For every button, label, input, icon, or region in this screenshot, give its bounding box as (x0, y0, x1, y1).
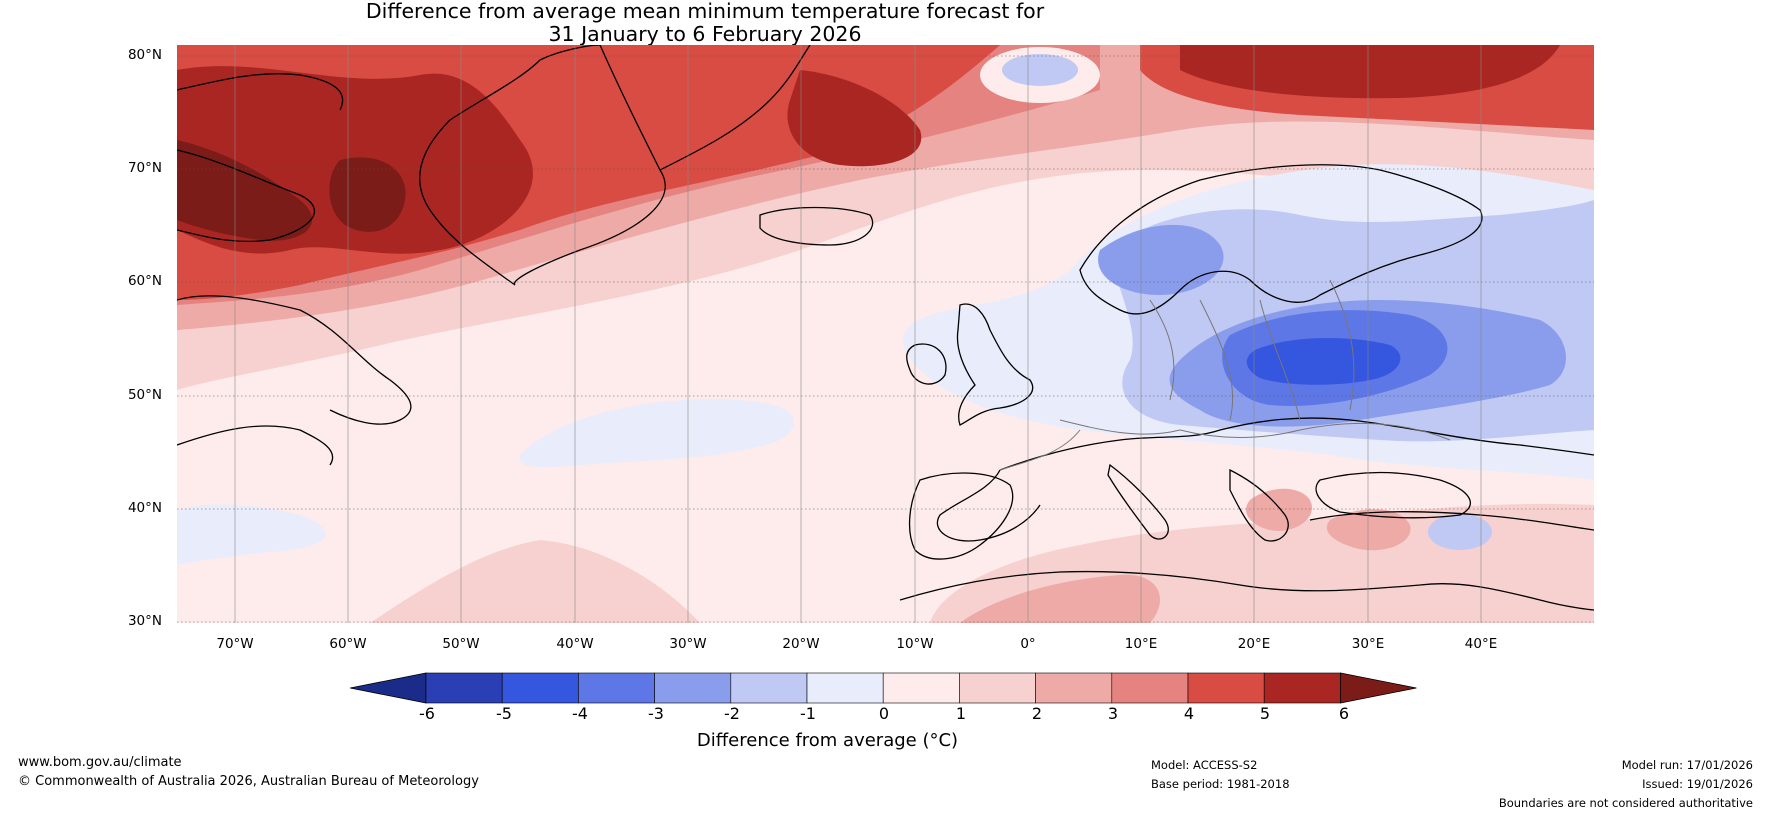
colorbar-segment (425, 672, 503, 704)
colorbar-extend-low (350, 672, 427, 704)
colorbar-tick-4: 4 (1183, 704, 1195, 723)
colorbar-extend-high (1340, 672, 1417, 704)
forecast-map (177, 45, 1594, 623)
coastlines (177, 45, 1594, 611)
lon-label-30w: 30°W (669, 636, 707, 652)
colorbar-tick-m3: -3 (648, 704, 664, 723)
lon-label-10w: 10°W (896, 636, 934, 652)
colorbar-label-wrap: Difference from average (°C) (0, 730, 1770, 751)
colorbar-segment (1263, 672, 1341, 704)
colorbar-tick-6: 6 (1338, 704, 1350, 723)
title-line-1: Difference from average mean minimum tem… (365, 0, 1045, 23)
lat-label-50n: 50°N (127, 387, 162, 403)
anomaly-cool-europe-core (1246, 338, 1401, 385)
anomaly-warm-core-2 (329, 157, 406, 232)
colorbar (350, 672, 1417, 704)
title-line-2: 31 January to 6 February 2026 (548, 22, 862, 46)
lon-label-20w: 20°W (782, 636, 820, 652)
lon-label-60w: 60°W (329, 636, 367, 652)
meridians (234, 45, 1482, 623)
anomaly-warm-core-1 (177, 140, 313, 241)
footer-model: Model: ACCESS-S2 (1151, 758, 1258, 772)
footer-website: www.bom.gov.au/climate (18, 755, 182, 770)
colorbar-segment (1187, 672, 1265, 704)
colorbar-tick-3: 3 (1107, 704, 1119, 723)
lon-label-40e: 40°E (1464, 636, 1498, 652)
footer-model-run: Model run: 17/01/2026 (1621, 758, 1753, 772)
lon-label-20e: 20°E (1237, 636, 1271, 652)
lon-label-0: 0° (1020, 636, 1036, 652)
colorbar-tick-1: 1 (955, 704, 967, 723)
colorbar-tick-m2: -2 (724, 704, 740, 723)
map-svg (177, 45, 1594, 623)
anomaly-warm-balkans (1246, 488, 1312, 531)
lon-label-50w: 50°W (442, 636, 480, 652)
anomaly-warm-barents-core (1180, 45, 1560, 99)
footer-copyright: © Commonwealth of Australia 2026, Austra… (18, 774, 479, 789)
lat-label-30n: 30°N (127, 613, 162, 629)
colorbar-segment (654, 672, 732, 704)
colorbar-tick-5: 5 (1259, 704, 1271, 723)
anomaly-warm-south-atlantic (370, 540, 700, 623)
anomaly-cool-westatlantic (177, 504, 326, 565)
anomaly-cool-eastmed (1428, 514, 1492, 550)
lon-label-10e: 10°E (1124, 636, 1158, 652)
footer-base-period: Base period: 1981-2018 (1151, 777, 1290, 791)
lon-label-30e: 30°E (1351, 636, 1385, 652)
colorbar-segment (1111, 672, 1189, 704)
lon-label-40w: 40°W (556, 636, 594, 652)
lat-label-70n: 70°N (127, 160, 162, 176)
colorbar-segment (730, 672, 808, 704)
colorbar-label: Difference from average (°C) (696, 730, 959, 751)
lat-label-40n: 40°N (127, 500, 162, 516)
anomaly-warm-turkey (1326, 509, 1411, 551)
anomaly-cool-atlantic (519, 399, 795, 468)
anomaly-cool-svalbard-core (1002, 54, 1078, 86)
country-borders (999, 279, 1451, 471)
colorbar-tick-m6: -6 (419, 704, 435, 723)
colorbar-segment (501, 672, 579, 704)
chart-title: Difference from average mean minimum tem… (0, 0, 1410, 46)
colorbar-segment (959, 672, 1036, 704)
colorbar-tick-m1: -1 (800, 704, 816, 723)
lat-label-60n: 60°N (127, 273, 162, 289)
colorbar-tick-m4: -4 (572, 704, 588, 723)
anomaly-warm-africa (960, 574, 1160, 623)
colorbar-tick-m5: -5 (496, 704, 512, 723)
colorbar-tick-2: 2 (1031, 704, 1043, 723)
footer-issued: Issued: 19/01/2026 (1642, 777, 1753, 791)
anomaly-cool-scandinavia (1098, 224, 1224, 295)
graticule (177, 55, 1594, 623)
lat-label-80n: 80°N (127, 47, 162, 63)
footer-disclaimer: Boundaries are not considered authoritat… (1498, 796, 1753, 810)
colorbar-segment (1035, 672, 1113, 704)
lon-label-70w: 70°W (216, 636, 254, 652)
colorbar-segment (578, 672, 655, 704)
colorbar-segment (882, 672, 960, 704)
colorbar-tick-0: 0 (878, 704, 890, 723)
colorbar-segment (806, 672, 884, 704)
anomaly-warm-core-3 (787, 70, 922, 167)
